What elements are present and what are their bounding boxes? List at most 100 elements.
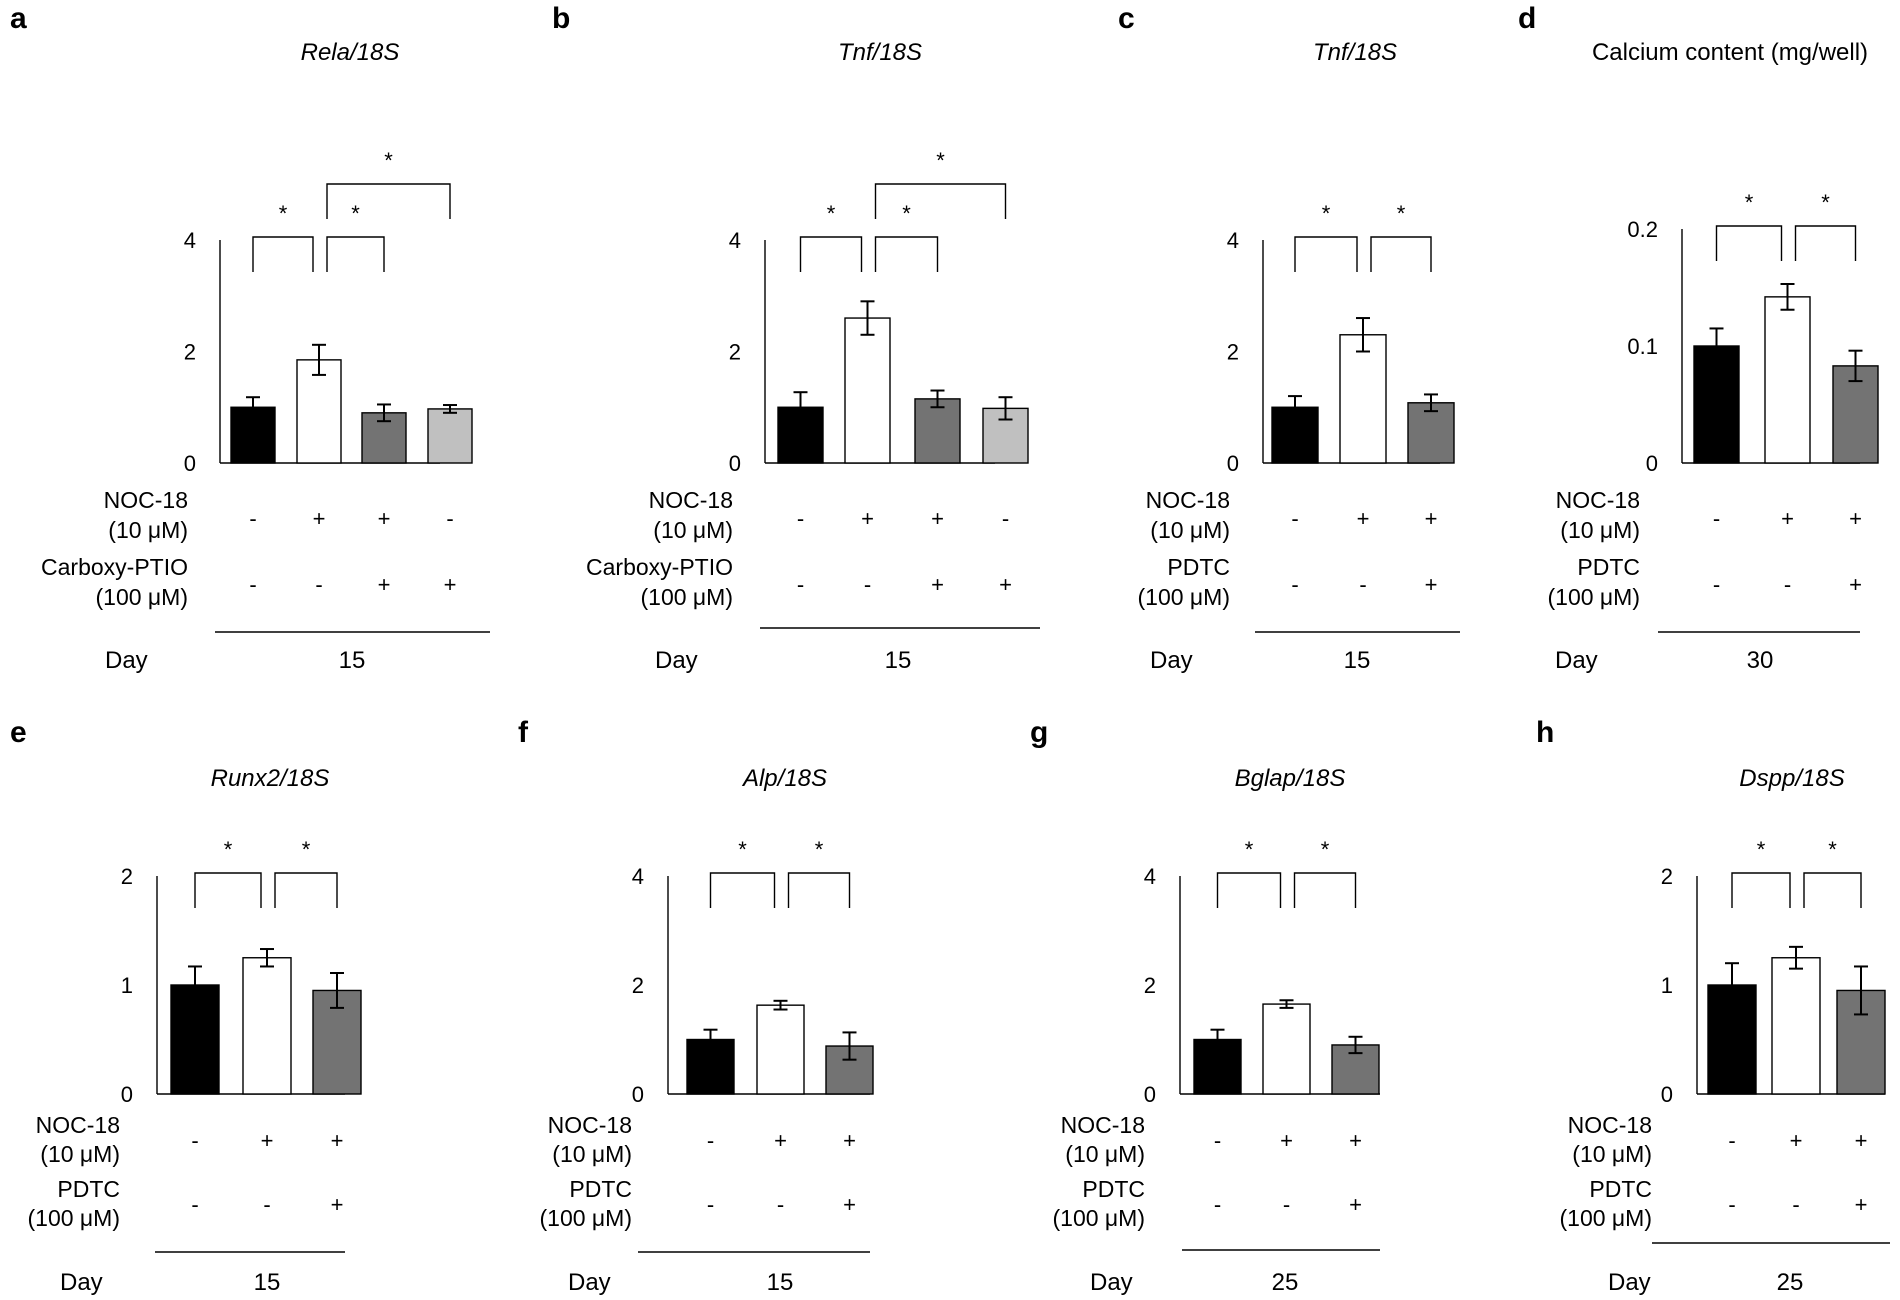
chart-title: Dspp/18S <box>1739 765 1844 792</box>
condition-sign: + <box>774 1128 787 1153</box>
panel-letter: c <box>1118 2 1135 35</box>
condition-concentration: (10 μM) <box>1560 517 1640 543</box>
y-tick-label: 0 <box>729 451 741 476</box>
chart-title: Runx2/18S <box>211 765 330 792</box>
y-tick-label: 1 <box>121 973 133 998</box>
panel-letter: g <box>1030 716 1048 749</box>
condition-sign: - <box>707 1192 714 1217</box>
y-tick-label: 0 <box>184 451 196 476</box>
condition-sign: + <box>1855 1128 1868 1153</box>
condition-name: Carboxy-PTIO <box>586 554 733 580</box>
y-tick-label: 2 <box>1227 340 1239 365</box>
condition-sign: - <box>707 1128 714 1153</box>
day-label: Day <box>1555 647 1598 674</box>
condition-sign: + <box>931 506 944 531</box>
error-bar <box>1854 965 1868 1016</box>
bar <box>756 1004 805 1095</box>
error-bar <box>1356 317 1370 353</box>
significance-bracket: * <box>252 201 314 272</box>
error-bar <box>1288 395 1302 420</box>
y-tick-label: 0.1 <box>1627 334 1658 359</box>
condition-sign: + <box>861 506 874 531</box>
y-tick-label: 0.2 <box>1627 217 1658 242</box>
y-tick-label: 4 <box>729 228 741 253</box>
condition-sign: - <box>1002 506 1009 531</box>
chart-title: Rela/18S <box>301 39 400 66</box>
day-value: 25 <box>1777 1269 1804 1296</box>
significance-bracket: * <box>1294 201 1358 272</box>
significance-bracket: * <box>1715 190 1783 261</box>
significance-star: * <box>279 201 288 226</box>
condition-name: PDTC <box>1082 1176 1145 1202</box>
error-bar <box>998 396 1013 421</box>
condition-name: PDTC <box>569 1176 632 1202</box>
condition-sign: - <box>315 572 322 597</box>
significance-bracket: * <box>326 148 451 219</box>
y-tick-label: 2 <box>1661 864 1673 889</box>
bar <box>427 408 473 464</box>
day-label: Day <box>655 647 698 674</box>
y-tick-label: 0 <box>1227 451 1239 476</box>
day-value: 15 <box>254 1269 281 1296</box>
condition-concentration: (10 μM) <box>552 1141 632 1167</box>
significance-bracket: * <box>1794 190 1857 261</box>
condition-sign: + <box>331 1192 344 1217</box>
bar <box>1771 957 1821 1095</box>
error-bar <box>1424 393 1438 413</box>
condition-sign: - <box>777 1192 784 1217</box>
error-bar <box>1780 282 1795 311</box>
condition-sign: - <box>1283 1192 1290 1217</box>
y-tick-label: 2 <box>121 864 133 889</box>
condition-sign: + <box>261 1128 274 1153</box>
panel-letter: d <box>1518 2 1536 35</box>
condition-sign: + <box>1349 1192 1362 1217</box>
condition-sign: - <box>1713 572 1720 597</box>
condition-name: NOC-18 <box>104 487 188 513</box>
condition-sign: + <box>1280 1128 1293 1153</box>
condition-concentration: (10 μM) <box>108 517 188 543</box>
condition-sign: - <box>191 1192 198 1217</box>
bar <box>844 317 891 464</box>
day-label: Day <box>568 1269 611 1296</box>
condition-sign: + <box>313 506 326 531</box>
condition-sign: + <box>1849 506 1862 531</box>
day-label: Day <box>1608 1269 1651 1296</box>
y-tick-label: 1 <box>1661 973 1673 998</box>
significance-bracket: * <box>787 837 851 908</box>
condition-name: NOC-18 <box>1556 487 1640 513</box>
significance-bracket: * <box>1370 201 1432 272</box>
significance-star: * <box>1828 837 1837 862</box>
chart-title: Calcium content (mg/well) <box>1592 39 1868 66</box>
significance-bracket: * <box>1216 837 1282 908</box>
significance-bracket: * <box>799 201 863 272</box>
condition-name: PDTC <box>1577 554 1640 580</box>
condition-sign: + <box>1849 572 1862 597</box>
condition-sign: + <box>1781 506 1794 531</box>
bar <box>296 359 342 464</box>
bar <box>1262 1003 1311 1095</box>
y-tick-label: 4 <box>632 864 644 889</box>
error-bar <box>377 403 391 423</box>
condition-sign: + <box>843 1192 856 1217</box>
significance-star: * <box>302 837 311 862</box>
condition-sign: + <box>1425 572 1438 597</box>
significance-star: * <box>351 201 360 226</box>
condition-sign: + <box>1357 506 1370 531</box>
error-bar <box>793 391 808 424</box>
y-tick-label: 0 <box>632 1082 644 1107</box>
significance-bracket: * <box>709 837 776 908</box>
error-bar <box>1848 349 1863 383</box>
condition-concentration: (100 μM) <box>1053 1205 1146 1231</box>
day-value: 15 <box>339 647 366 674</box>
bar <box>1339 334 1387 464</box>
condition-concentration: (100 μM) <box>28 1205 121 1231</box>
significance-bracket: * <box>274 837 338 908</box>
significance-star: * <box>827 201 836 226</box>
significance-bracket: * <box>1731 837 1791 908</box>
error-bar <box>930 389 945 409</box>
condition-sign: - <box>1291 506 1298 531</box>
condition-sign: + <box>1425 506 1438 531</box>
error-bar <box>260 948 274 968</box>
condition-sign: - <box>263 1192 270 1217</box>
